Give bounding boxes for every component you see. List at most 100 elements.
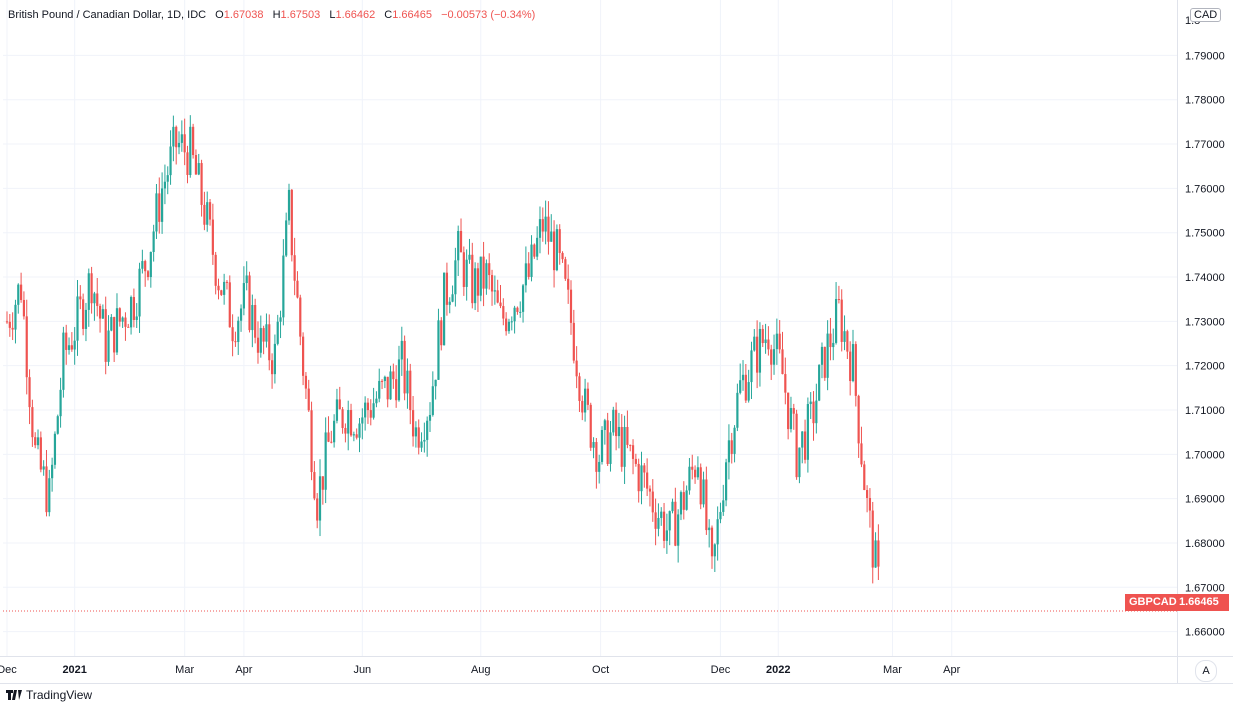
candle-body (818, 364, 821, 401)
candle-body (623, 427, 626, 467)
candle-body (355, 434, 358, 438)
open-value: 1.67038 (223, 9, 264, 21)
candle-body (668, 511, 671, 531)
candle-body (812, 401, 815, 424)
candle-body (276, 321, 279, 344)
candle-body (578, 376, 581, 401)
y-tick-label: 1.78000 (1185, 95, 1225, 107)
candle-body (220, 290, 223, 295)
candle-body (169, 146, 172, 176)
x-tick-label: Dec (711, 664, 731, 676)
candle-body (372, 403, 375, 418)
candle-body (657, 517, 660, 529)
candle-body (183, 134, 186, 153)
y-tick-label: 1.68000 (1185, 538, 1225, 550)
candle-body (62, 332, 65, 390)
candle-body (192, 126, 195, 156)
candle-body (324, 432, 327, 490)
candle-body (28, 377, 31, 408)
candle-body (784, 374, 787, 393)
x-tick-label: Oct (592, 664, 609, 676)
candle-body (406, 370, 409, 394)
change-value: −0.00573 (−0.34%) (441, 9, 536, 21)
candle-body (536, 237, 539, 257)
candle-body (259, 328, 262, 353)
candle-body (733, 427, 736, 454)
candle-body (736, 392, 739, 428)
candle-body (634, 458, 637, 464)
candle-body (474, 268, 477, 304)
x-tick-label: Aug (471, 664, 491, 676)
candle-body (722, 500, 725, 512)
candle-body (90, 273, 93, 304)
candle-body (118, 308, 121, 322)
candle-body (609, 432, 612, 464)
candle-body (397, 359, 401, 401)
candle-body (660, 511, 663, 518)
candle-body (208, 202, 212, 220)
candle-body (600, 429, 604, 462)
candle-body (682, 492, 685, 510)
y-tick-label: 1.67000 (1185, 582, 1225, 594)
candle-body (547, 216, 550, 242)
candle-body (702, 479, 705, 505)
candle-body (138, 268, 141, 317)
candle-body (338, 399, 341, 410)
y-tick-label: 1.70000 (1185, 449, 1225, 461)
candle-body (234, 341, 237, 343)
candle-body (146, 271, 150, 278)
candle-body (8, 321, 11, 328)
candle-body (699, 467, 702, 505)
symbol-title: British Pound / Canadian Dollar, 1D, IDC (8, 9, 207, 21)
candle-body (510, 321, 513, 323)
candle-body (231, 327, 234, 342)
auto-scale-button[interactable]: A (1195, 660, 1217, 682)
candle-body (863, 464, 866, 491)
candle-body (809, 401, 812, 405)
candle-body (691, 466, 694, 470)
currency-button[interactable]: CAD (1190, 8, 1222, 22)
candle-body (612, 409, 615, 433)
candle-body (868, 498, 872, 511)
y-tick-label: 1.69000 (1185, 494, 1225, 506)
candle-body (228, 282, 231, 328)
candle-body (854, 344, 857, 396)
candle-body (254, 305, 257, 338)
candle-body (48, 478, 51, 513)
candle-body (223, 281, 226, 295)
candle-body (5, 321, 9, 323)
candle-body (251, 305, 254, 331)
tradingview-branding[interactable]: TradingView (6, 688, 92, 702)
candle-body (544, 216, 547, 232)
candle-body (820, 346, 824, 365)
candle-body (395, 379, 398, 401)
close-value: 1.66465 (392, 9, 433, 21)
candle-body (803, 431, 807, 460)
candle-body (333, 420, 336, 443)
candle-body (533, 244, 536, 257)
candle-body (482, 256, 485, 289)
candle-body (211, 219, 214, 255)
candle-body (318, 476, 322, 521)
candle-body (285, 220, 288, 256)
candle-body (70, 345, 73, 350)
candle-body (595, 442, 598, 472)
candle-body (454, 260, 457, 295)
candle-body (93, 293, 96, 304)
candle-body (141, 261, 144, 269)
candle-body (161, 188, 164, 222)
candle-body (262, 328, 265, 342)
candle-body (598, 461, 601, 472)
high-label: H (272, 9, 281, 21)
candle-body (561, 252, 564, 260)
candle-body (640, 465, 643, 492)
candle-body (237, 320, 240, 342)
candle-body (448, 301, 451, 305)
candle-body (589, 404, 592, 448)
candle-body (248, 275, 251, 331)
candle-body (877, 540, 880, 567)
candle-body (479, 256, 482, 296)
candle-body (674, 501, 677, 546)
chart-legend: British Pound / Canadian Dollar, 1D, IDC… (8, 9, 535, 21)
